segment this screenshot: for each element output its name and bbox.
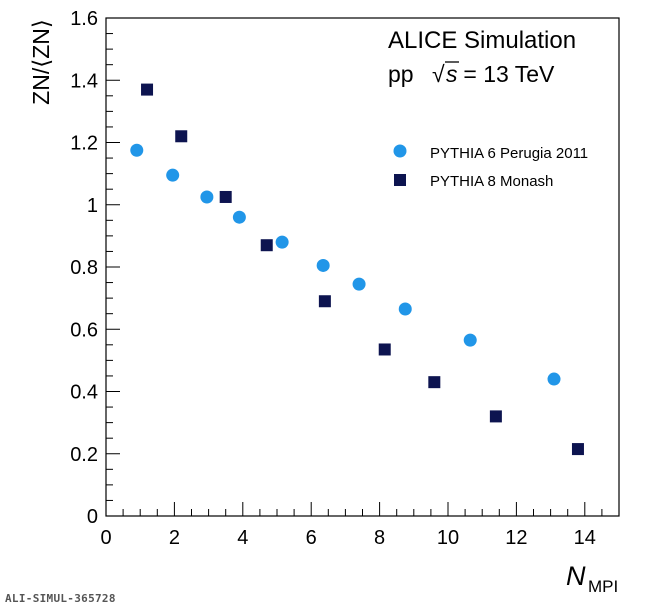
tick-marks (105, 17, 620, 517)
data-point-circle (200, 190, 214, 204)
data-points (130, 83, 584, 456)
data-point-square (318, 295, 331, 308)
data-point-circle (232, 210, 246, 224)
data-point-circle (166, 168, 180, 182)
x-tick-label: 14 (574, 527, 596, 549)
x-tick-label: 4 (237, 527, 248, 549)
y-tick-label: 0.6 (70, 319, 98, 341)
data-point-circle (316, 258, 330, 272)
y-axis-label: ZN/⟨ZN⟩ (28, 19, 54, 105)
y-tick-label: 1.2 (70, 133, 98, 155)
x-tick-label: 12 (505, 527, 527, 549)
series-2 (141, 83, 584, 456)
energy-label: pp √ s = 13 TeV (388, 61, 555, 87)
tick-labels: 0 2 4 6 8 10 12 14 0 0.2 0.4 0.6 0.8 1 1.2 1.4 1.6 (70, 8, 596, 549)
data-point-circle (130, 143, 144, 157)
y-tick-label: 1.4 (70, 70, 98, 92)
y-tick-label: 1.6 (70, 8, 98, 30)
axes (105, 17, 620, 517)
data-point-circle (275, 235, 289, 249)
energy-value: = 13 TeV (457, 61, 555, 87)
data-point-square (378, 343, 391, 356)
y-tick-label: 0.2 (70, 444, 98, 466)
x-tick-label: 8 (374, 527, 385, 549)
y-tick-label: 0.8 (70, 257, 98, 279)
y-tick-label: 0.4 (70, 382, 98, 404)
legend: PYTHIA 6 Perugia 2011 PYTHIA 8 Monash (393, 144, 588, 190)
data-point-square (260, 239, 273, 252)
sqrt-symbol: √ (432, 61, 445, 87)
plot-frame (105, 17, 620, 517)
y-tick-label: 1 (87, 195, 98, 217)
x-axis-label: N (566, 561, 586, 591)
x-tick-label: 0 (100, 527, 111, 549)
data-point-circle (547, 372, 561, 386)
data-point-circle (352, 277, 366, 291)
data-point-square (489, 410, 502, 423)
x-tick-label: 10 (437, 527, 459, 549)
watermark: ALI-SIMUL-365728 (5, 592, 116, 605)
data-point-square (428, 376, 441, 389)
legend-label-pythia8: PYTHIA 8 Monash (430, 173, 553, 190)
data-point-square (175, 130, 188, 143)
legend-marker-pythia6 (393, 144, 407, 158)
legend-marker-pythia8 (394, 174, 406, 186)
y-tick-label: 0 (87, 506, 98, 528)
energy-variable: s (446, 61, 458, 87)
data-point-circle (398, 302, 412, 316)
x-tick-label: 6 (306, 527, 317, 549)
experiment-label: ALICE Simulation (388, 27, 576, 54)
data-point-square (141, 83, 154, 96)
legend-label-pythia6: PYTHIA 6 Perugia 2011 (430, 145, 588, 162)
x-axis-label-subscript: MPI (588, 577, 618, 596)
data-point-square (571, 443, 584, 456)
data-point-circle (463, 333, 477, 347)
collision-system: pp (388, 61, 414, 87)
x-tick-label: 2 (169, 527, 180, 549)
series-1 (130, 143, 561, 386)
data-point-square (219, 190, 232, 203)
